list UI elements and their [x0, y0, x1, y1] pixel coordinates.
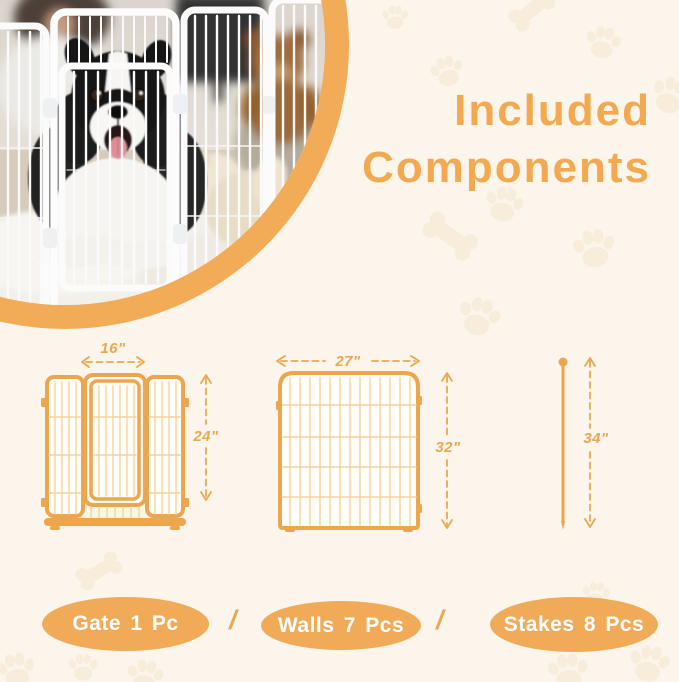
wall-height-arrow	[441, 372, 453, 529]
legend-separator: /	[229, 605, 237, 635]
bone-icon	[502, 0, 562, 38]
playpen-fence	[0, 0, 325, 305]
paw-print-icon	[380, 2, 410, 32]
legend-pill-walls: Walls 7 Pcs	[261, 601, 421, 650]
hero-photo-illustration	[0, 0, 325, 305]
page-title-line1: Included	[454, 86, 651, 135]
gate-height-arrow	[200, 374, 212, 501]
paw-print-icon	[66, 650, 100, 682]
legend-pill-gate-label: Gate 1 Pc	[72, 612, 179, 635]
legend-pill-stakes: Stakes 8 Pcs	[490, 597, 658, 652]
fence-hinges	[43, 94, 275, 248]
paw-print-icon	[580, 19, 626, 65]
gate-drawing	[41, 373, 189, 530]
bone-icon	[70, 546, 128, 597]
wall-width-label: 27"	[334, 353, 361, 370]
stake-drawing	[558, 357, 568, 530]
legend-pill-stakes-label: Stakes 8 Pcs	[503, 612, 645, 636]
stake-diagram: 34"	[558, 357, 609, 530]
wall-diagram: 27" 32"	[276, 353, 461, 532]
wall-width-arrow	[276, 355, 420, 367]
page-title-line2: Components	[362, 143, 651, 192]
paw-print-icon	[121, 652, 168, 682]
paw-print-icon	[567, 221, 621, 275]
wall-drawing	[276, 371, 422, 532]
gate-diagram: 16" 24"	[41, 340, 219, 530]
legend-separator: /	[436, 605, 444, 635]
page-title: Included Components	[362, 82, 651, 196]
legend-pill-walls-label: Walls 7 Pcs	[277, 613, 405, 637]
hero-photo	[0, 0, 325, 305]
stake-height-label: 34"	[583, 430, 609, 447]
gate-height-label: 24"	[192, 428, 219, 445]
paw-print-icon	[0, 645, 41, 682]
legend-pill-gate: Gate 1 Pc	[42, 597, 209, 651]
wall-height-label: 32"	[435, 439, 461, 456]
gate-width-label: 16"	[100, 340, 126, 357]
gate-width-arrow	[81, 356, 145, 368]
stake-height-arrow	[584, 357, 596, 528]
bone-icon	[415, 204, 485, 268]
